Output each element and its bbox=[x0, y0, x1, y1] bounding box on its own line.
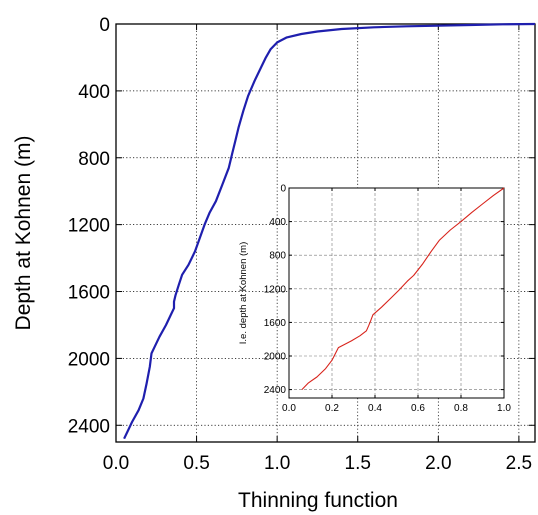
i-x-tick-label: 1.0 bbox=[497, 403, 511, 414]
main-y-axis-label: Depth at Kohnen (m) bbox=[12, 136, 35, 331]
main-chart: 0 400 800 1200 1600 2000 2400 0.0 0.5 1.0 1.5 2.0 2… bbox=[12, 15, 536, 512]
m-x-tick-label: 0.5 bbox=[183, 453, 209, 474]
m-y-tick-label: 2000 bbox=[68, 349, 110, 370]
i-y-tick-label: 2000 bbox=[264, 352, 287, 363]
m-y-tick-label: 1600 bbox=[68, 283, 110, 304]
inset-chart: 0 400 800 1200 1600 2000 2400 0.0 0.2 0.4 0.6 0.8 1… bbox=[238, 184, 511, 415]
i-y-tick-label: 0 bbox=[280, 184, 286, 195]
m-y-tick-label: 2400 bbox=[68, 416, 110, 437]
m-y-tick-label: 400 bbox=[78, 82, 110, 103]
inset-series-line bbox=[301, 187, 505, 390]
m-x-tick-label: 1.5 bbox=[345, 453, 371, 474]
m-x-tick-label: 2.0 bbox=[425, 453, 451, 474]
i-x-tick-label: 0.4 bbox=[368, 403, 382, 414]
inset-tick-marks bbox=[288, 187, 505, 398]
m-x-tick-label: 0.0 bbox=[103, 453, 129, 474]
main-x-tick-labels: 0.0 0.5 1.0 1.5 2.0 2.5 bbox=[103, 453, 532, 474]
m-x-tick-label: 2.5 bbox=[506, 453, 532, 474]
main-series-line bbox=[123, 22, 536, 440]
i-y-tick-label: 2400 bbox=[264, 385, 287, 396]
main-x-axis-label: Thinning function bbox=[238, 489, 398, 512]
i-y-tick-label: 1600 bbox=[264, 318, 287, 329]
inset-plot-frame bbox=[288, 187, 505, 399]
m-y-tick-label: 1200 bbox=[68, 216, 110, 237]
m-x-tick-label: 1.0 bbox=[264, 453, 290, 474]
i-y-tick-label: 1200 bbox=[264, 284, 287, 295]
i-x-tick-label: 0.6 bbox=[411, 403, 425, 414]
inset-y-axis-label: I.e. depth at Kohnen (m) bbox=[238, 242, 249, 344]
m-y-tick-label: 800 bbox=[78, 149, 110, 170]
i-x-tick-label: 0.2 bbox=[325, 403, 339, 414]
i-x-tick-label: 0.8 bbox=[454, 403, 468, 414]
i-x-tick-label: 0.0 bbox=[282, 403, 296, 414]
m-y-tick-label: 0 bbox=[99, 15, 110, 36]
inset-y-tick-labels: 0 400 800 1200 1600 2000 2400 bbox=[264, 184, 287, 397]
main-plot-frame bbox=[115, 23, 536, 443]
inset-grid bbox=[289, 188, 504, 398]
i-y-tick-label: 400 bbox=[269, 217, 286, 228]
inset-x-tick-labels: 0.0 0.2 0.4 0.6 0.8 1.0 bbox=[282, 403, 511, 414]
i-y-tick-label: 800 bbox=[269, 251, 286, 262]
main-y-tick-labels: 0 400 800 1200 1600 2000 2400 bbox=[68, 15, 110, 437]
